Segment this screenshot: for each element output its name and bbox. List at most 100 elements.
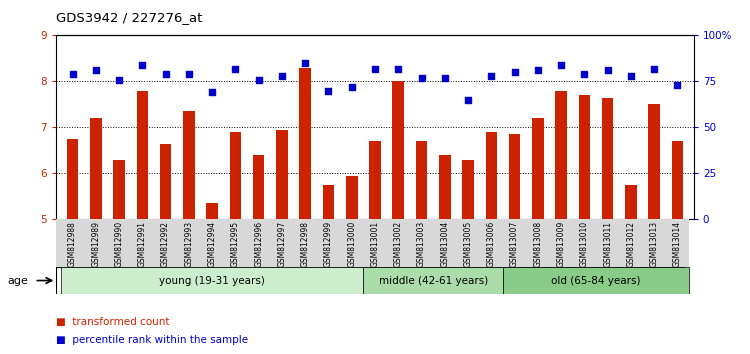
Bar <box>485 132 497 219</box>
Bar <box>178 219 200 267</box>
Bar <box>131 219 154 267</box>
Bar <box>620 219 642 267</box>
Bar <box>387 219 410 267</box>
Bar <box>526 219 549 267</box>
Bar <box>253 155 265 219</box>
Text: old (65-84 years): old (65-84 years) <box>551 275 640 286</box>
Text: GDS3942 / 227276_at: GDS3942 / 227276_at <box>56 11 202 24</box>
Text: GSM813000: GSM813000 <box>347 221 356 267</box>
Text: young (19-31 years): young (19-31 years) <box>159 275 265 286</box>
Bar <box>462 160 474 219</box>
Bar <box>573 219 596 267</box>
Point <box>136 62 148 68</box>
Bar <box>67 139 78 219</box>
Point <box>462 97 474 103</box>
Point <box>509 69 520 75</box>
Bar <box>183 111 195 219</box>
Point <box>322 88 334 93</box>
Bar <box>113 160 125 219</box>
Bar <box>364 219 386 267</box>
Text: GSM813006: GSM813006 <box>487 221 496 267</box>
Bar <box>224 219 247 267</box>
Bar <box>136 91 148 219</box>
Point <box>253 77 265 82</box>
Bar <box>160 143 172 219</box>
Text: GSM813003: GSM813003 <box>417 221 426 267</box>
Text: middle (42-61 years): middle (42-61 years) <box>379 275 488 286</box>
Bar <box>433 219 456 267</box>
Bar <box>410 219 433 267</box>
Point <box>485 73 497 79</box>
Bar <box>532 118 544 219</box>
Text: GSM813008: GSM813008 <box>533 221 542 267</box>
Bar <box>322 185 334 219</box>
Bar <box>649 104 660 219</box>
Bar <box>340 219 363 267</box>
Point <box>299 60 311 66</box>
Point <box>346 84 358 90</box>
Point <box>183 71 195 77</box>
Text: GSM812988: GSM812988 <box>68 221 77 267</box>
Point <box>625 73 637 79</box>
Bar <box>299 68 311 219</box>
Bar <box>369 141 381 219</box>
Text: GSM813002: GSM813002 <box>394 221 403 267</box>
Point <box>439 75 451 81</box>
Text: GSM813013: GSM813013 <box>650 221 658 267</box>
Bar <box>363 267 503 294</box>
Bar <box>317 219 340 267</box>
Text: GSM812990: GSM812990 <box>115 221 124 267</box>
Bar <box>625 185 637 219</box>
Point <box>532 68 544 73</box>
Bar <box>276 130 288 219</box>
Bar <box>85 219 107 267</box>
Bar <box>509 135 520 219</box>
Point <box>230 66 242 72</box>
Point <box>276 73 288 79</box>
Bar <box>61 267 363 294</box>
Text: GSM813011: GSM813011 <box>603 221 612 267</box>
Text: GSM812995: GSM812995 <box>231 221 240 267</box>
Text: GSM813001: GSM813001 <box>370 221 380 267</box>
Bar <box>550 219 572 267</box>
Bar <box>154 219 177 267</box>
Text: GSM813007: GSM813007 <box>510 221 519 267</box>
Bar <box>602 97 613 219</box>
Point <box>113 77 125 82</box>
Text: GSM813005: GSM813005 <box>464 221 472 267</box>
Bar <box>392 81 404 219</box>
Text: age: age <box>8 275 28 286</box>
Point <box>416 75 428 81</box>
Bar <box>108 219 130 267</box>
Point <box>578 71 590 77</box>
Text: GSM812993: GSM812993 <box>184 221 194 267</box>
Bar <box>271 219 293 267</box>
Text: GSM812992: GSM812992 <box>161 221 170 267</box>
Text: GSM813012: GSM813012 <box>626 221 635 267</box>
Bar <box>206 203 218 219</box>
Bar <box>480 219 502 267</box>
Bar <box>248 219 270 267</box>
Text: GSM812999: GSM812999 <box>324 221 333 267</box>
Point <box>206 90 218 95</box>
Bar <box>416 141 428 219</box>
Bar <box>672 141 683 219</box>
Bar <box>457 219 479 267</box>
Bar <box>503 267 689 294</box>
Bar <box>294 219 316 267</box>
Point <box>602 68 613 73</box>
Point <box>648 66 660 72</box>
Point <box>369 66 381 72</box>
Bar <box>346 176 358 219</box>
Point <box>67 71 79 77</box>
Text: GSM813009: GSM813009 <box>556 221 566 267</box>
Bar <box>666 219 688 267</box>
Bar <box>503 219 526 267</box>
Bar <box>439 155 451 219</box>
Text: GSM813014: GSM813014 <box>673 221 682 267</box>
Text: ■  percentile rank within the sample: ■ percentile rank within the sample <box>56 335 248 345</box>
Text: GSM812991: GSM812991 <box>138 221 147 267</box>
Bar <box>230 132 242 219</box>
Bar <box>201 219 223 267</box>
Point <box>160 71 172 77</box>
